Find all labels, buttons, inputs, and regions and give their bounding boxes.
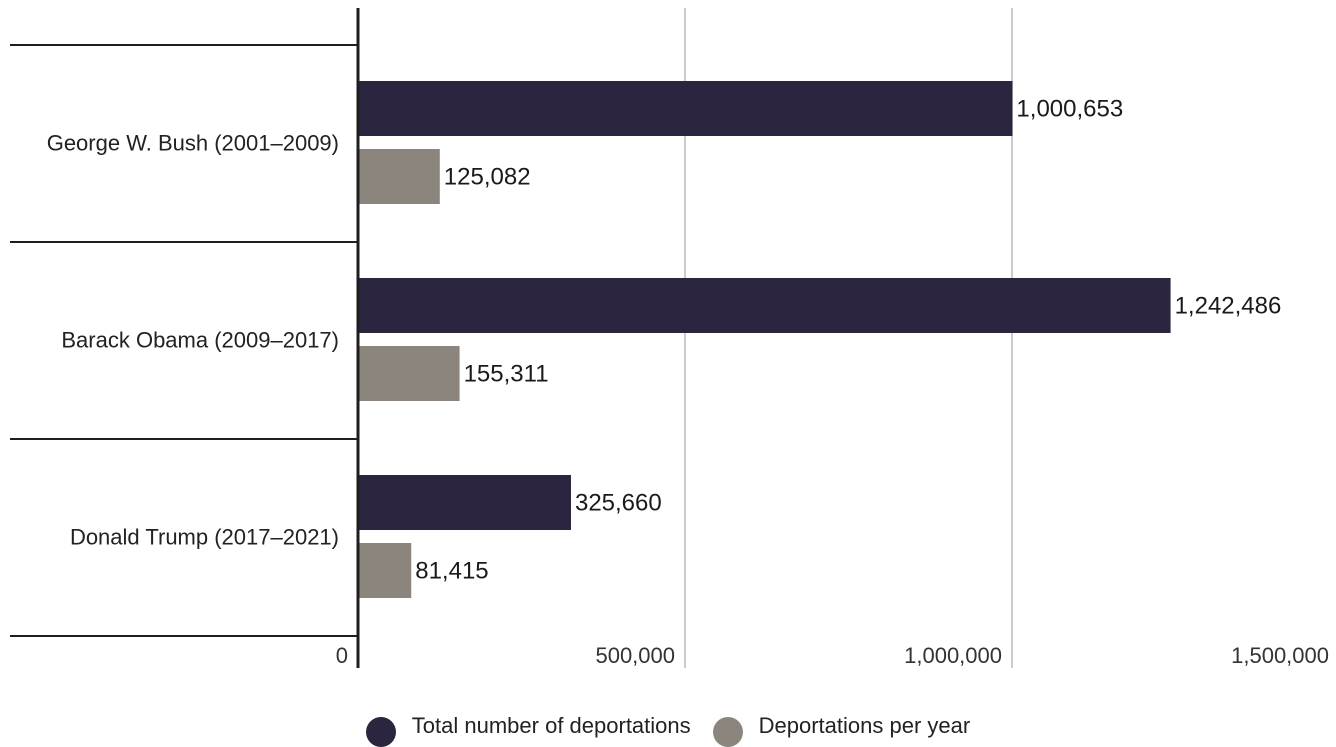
bar-value-label: 155,311	[464, 361, 549, 388]
x-tick-label: 0	[336, 643, 348, 668]
bars: 1,000,653 125,082 1,242,486 155,311 325,660 8…	[358, 81, 1281, 598]
legend-item-per-year: Deportations per year	[712, 711, 971, 747]
bar-value-label: 125,082	[444, 164, 531, 191]
bar-per-year	[358, 543, 412, 598]
legend-swatch-per-year	[712, 717, 743, 747]
bar-chart: 1,000,653 125,082 1,242,486 155,311 325,660 8…	[10, 8, 1329, 668]
category-labels: George W. Bush (2001–2009) Barack Obama (…	[47, 131, 339, 550]
bar-per-year	[358, 346, 460, 401]
category-label: Donald Trump (2017–2021)	[70, 525, 339, 550]
bar-value-label: 81,415	[415, 558, 488, 585]
legend-swatch-total	[365, 717, 396, 747]
legend-label-total: Total number of deportations	[411, 713, 691, 738]
bar-value-label: 1,242,486	[1175, 293, 1282, 320]
category-label: George W. Bush (2001–2009)	[47, 131, 339, 156]
category-label: Barack Obama (2009–2017)	[61, 328, 339, 353]
x-tick-label: 1,000,000	[904, 643, 1002, 668]
bar-total	[358, 278, 1171, 333]
x-tick-label: 1,500,000	[1231, 643, 1329, 668]
bar-value-label: 1,000,653	[1016, 96, 1123, 123]
category-separators	[10, 44, 358, 637]
bar-total	[358, 475, 571, 530]
legend-label-per-year: Deportations per year	[758, 713, 971, 738]
legend: Total number of deportations Deportation…	[0, 710, 1336, 747]
x-tick-label: 500,000	[595, 643, 675, 668]
bar-total	[358, 81, 1013, 136]
bar-value-label: 325,660	[575, 490, 662, 517]
x-axis-tick-labels: 0 500,000 1,000,000 1,500,000	[336, 643, 1329, 668]
bar-per-year	[358, 149, 440, 204]
legend-item-total: Total number of deportations	[365, 711, 691, 747]
